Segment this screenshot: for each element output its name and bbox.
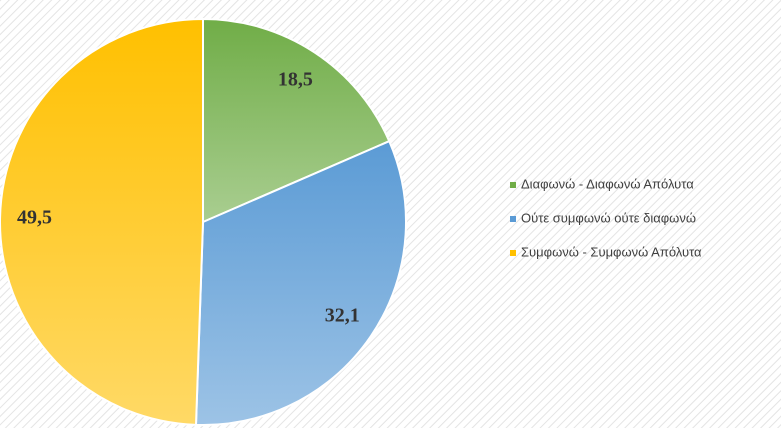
data-label: 49,5 xyxy=(17,207,52,229)
legend-swatch xyxy=(510,182,516,188)
pie-slice xyxy=(0,17,204,426)
pie-slice xyxy=(194,139,407,426)
pie-slice xyxy=(202,17,391,224)
legend-label: Συμφωνώ - Συμφωνώ Απόλυτα xyxy=(521,244,702,259)
legend-swatch xyxy=(510,216,516,222)
legend-label: Διαφωνώ - Διαφωνώ Απόλυτα xyxy=(521,176,694,191)
data-label: 18,5 xyxy=(278,69,313,91)
legend-swatch xyxy=(510,250,516,256)
legend-label: Ούτε συμφωνώ ούτε διαφωνώ xyxy=(521,210,696,225)
data-label: 32,1 xyxy=(325,304,360,326)
